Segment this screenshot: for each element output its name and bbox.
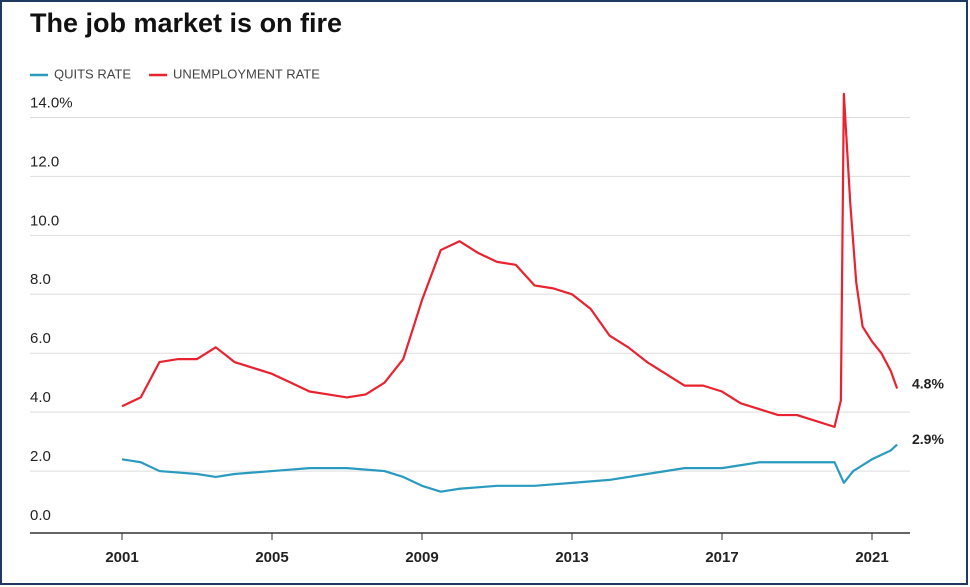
line-series	[121, 443, 898, 493]
y-tick-label: 6.0	[30, 330, 51, 347]
y-tick-label: 4.0	[30, 389, 51, 406]
y-tick-label: 10.0	[30, 212, 59, 229]
end-label: 4.8%	[912, 375, 944, 391]
x-tick-label: 2017	[705, 549, 738, 566]
legend-label: QUITS RATE	[54, 66, 131, 81]
x-tick-label: 2001	[105, 549, 138, 566]
end-label: 2.9%	[912, 431, 944, 447]
x-tick-label: 2021	[855, 549, 888, 566]
x-tick-label: 2005	[255, 549, 288, 566]
line-series	[121, 92, 899, 428]
y-tick-label: 0.0	[30, 507, 51, 524]
y-tick-label: 14.0%	[30, 94, 73, 111]
x-tick-label: 2013	[555, 549, 588, 566]
y-tick-label: 2.0	[30, 448, 51, 465]
y-tick-label: 12.0	[30, 153, 59, 170]
y-tick-label: 8.0	[30, 271, 51, 288]
chart-title: The job market is on fire	[30, 8, 342, 38]
legend-label: UNEMPLOYMENT RATE	[173, 66, 320, 81]
x-tick-label: 2009	[405, 549, 438, 566]
